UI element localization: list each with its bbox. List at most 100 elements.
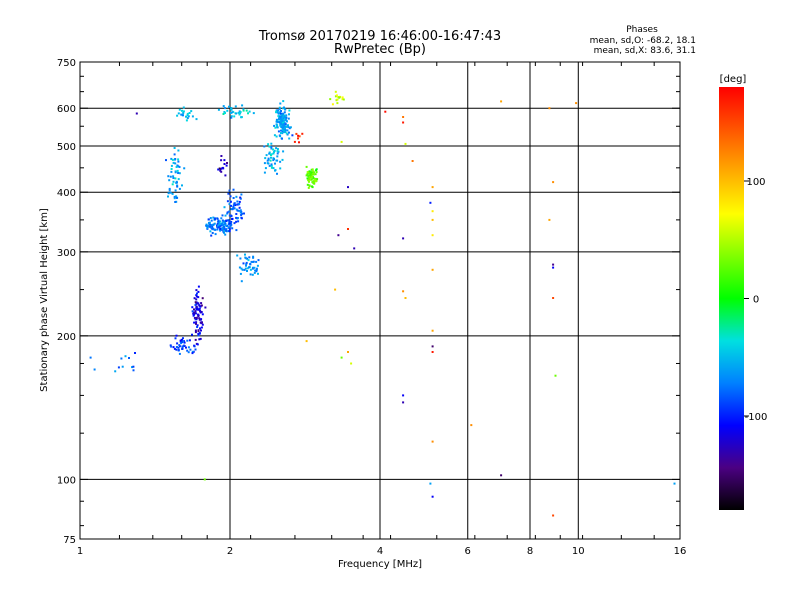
echo-point: [673, 482, 676, 485]
echo-point: [224, 233, 227, 236]
echo-point: [187, 351, 190, 354]
echo-point: [173, 347, 176, 350]
echo-point: [193, 297, 196, 300]
echo-point: [308, 184, 311, 187]
echo-point: [222, 223, 225, 226]
echo-point: [279, 119, 282, 122]
echo-point: [284, 127, 286, 129]
echo-point: [238, 203, 241, 205]
echo-point: [249, 268, 252, 271]
echo-point: [195, 301, 198, 304]
echo-point: [246, 267, 249, 270]
echo-point: [252, 256, 255, 259]
echo-point: [404, 142, 407, 145]
echo-point: [305, 174, 308, 177]
echo-point: [229, 200, 232, 203]
echo-point: [217, 224, 220, 227]
echo-point: [337, 234, 340, 237]
echo-point: [552, 297, 555, 299]
echo-point: [429, 201, 432, 204]
echo-point: [404, 297, 407, 299]
echo-point: [210, 234, 213, 237]
grid-lines: [80, 62, 680, 539]
echo-point: [278, 118, 280, 121]
echo-point: [268, 151, 271, 154]
echo-point: [194, 310, 197, 313]
echo-point: [134, 352, 136, 354]
echo-point: [552, 266, 555, 269]
echo-point: [208, 221, 210, 224]
echo-point: [295, 132, 298, 135]
echo-point: [187, 115, 190, 118]
echo-point: [500, 100, 503, 103]
x-tick-label: 8: [527, 546, 533, 557]
echo-point: [239, 272, 242, 275]
echo-point: [226, 200, 229, 203]
echo-point: [210, 219, 213, 222]
echo-point: [231, 217, 234, 220]
echo-point: [254, 269, 257, 272]
echo-point: [171, 158, 174, 161]
echo-point: [218, 225, 221, 228]
echo-point: [240, 267, 243, 270]
echo-point: [270, 153, 273, 156]
echo-point: [252, 112, 255, 115]
echo-point: [279, 160, 282, 163]
echo-point: [114, 370, 117, 373]
echo-point: [340, 356, 343, 359]
echo-point: [172, 161, 175, 164]
echo-point: [334, 90, 337, 93]
echo-point: [238, 206, 241, 209]
echo-point: [172, 177, 175, 179]
x-axis: 1 2 4 6 8 10 16: [77, 62, 686, 557]
echo-point: [169, 344, 172, 347]
echo-point: [340, 140, 343, 143]
echo-point: [194, 329, 197, 332]
echo-point: [236, 200, 239, 203]
echo-point: [249, 263, 252, 266]
echo-point: [248, 110, 251, 113]
echo-point: [280, 114, 283, 117]
echo-point: [402, 401, 405, 404]
echo-point: [224, 229, 227, 232]
echo-point: [284, 114, 287, 117]
echo-point: [235, 229, 238, 232]
echo-point: [283, 129, 286, 132]
echo-point: [198, 318, 201, 321]
echo-point: [169, 191, 172, 194]
echo-point: [195, 305, 198, 308]
echo-point: [350, 362, 353, 365]
echo-point: [171, 183, 174, 186]
echo-point: [282, 117, 285, 120]
echo-point: [199, 311, 202, 314]
echo-point: [282, 131, 285, 134]
echo-point: [279, 135, 282, 138]
echo-point: [234, 204, 237, 207]
echo-point: [238, 266, 241, 269]
echo-point: [273, 124, 276, 127]
echo-point: [178, 345, 181, 348]
chart-title: Tromsø 20170219 16:46:00-16:47:43: [258, 29, 501, 44]
echo-point: [309, 173, 312, 176]
echo-point: [263, 171, 266, 174]
echo-point: [197, 334, 200, 337]
echo-point: [267, 143, 270, 146]
echo-point: [548, 218, 551, 221]
echo-point: [235, 220, 238, 223]
echo-point: [131, 366, 133, 369]
echo-point: [198, 338, 201, 341]
echo-point: [194, 301, 197, 304]
echo-point: [283, 111, 286, 114]
echo-point: [308, 178, 310, 181]
echo-point: [188, 112, 191, 114]
echo-point: [195, 321, 198, 324]
echo-point: [194, 348, 197, 351]
echo-point: [222, 167, 225, 170]
echo-point: [227, 219, 230, 222]
echo-point: [384, 110, 387, 113]
colorbar-tick-label: 100: [746, 177, 765, 188]
echo-point: [308, 180, 310, 183]
echo-point: [228, 210, 231, 213]
echo-point: [173, 147, 176, 149]
echo-point: [165, 159, 167, 162]
